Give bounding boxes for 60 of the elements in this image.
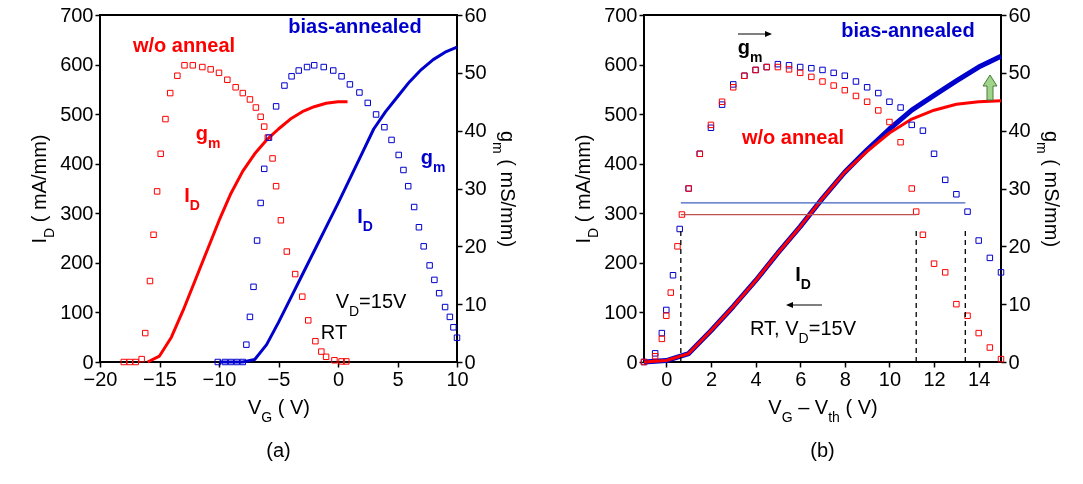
- y2-tick-label: 10: [464, 292, 487, 315]
- y-tick-label: 700: [60, 3, 94, 26]
- x-axis-title: V$_{G}$ – V$_{th}$ ( V): [768, 395, 878, 425]
- x-tick-label: 2: [705, 367, 717, 390]
- annotation: I$_{D}$: [184, 184, 200, 213]
- y-tick-label: 100: [604, 300, 638, 323]
- y2-tick-label: 0: [464, 350, 476, 373]
- y-tick-label: 0: [82, 350, 94, 373]
- y-tick-label: 500: [604, 102, 638, 125]
- x-tick-label: 0: [661, 367, 673, 390]
- annotation: w/o anneal: [131, 34, 236, 56]
- annotation: RT: [320, 321, 348, 343]
- y2-tick-label: 0: [1008, 350, 1020, 373]
- x-tick-label: −5: [267, 367, 291, 390]
- y-tick-label: 600: [604, 53, 638, 76]
- x-tick-label: 5: [392, 367, 404, 390]
- y2-tick-label: 20: [1008, 234, 1031, 257]
- y2-tick-label: 30: [1008, 177, 1031, 199]
- y2-tick-label: 40: [464, 119, 487, 142]
- y-tick-label: 600: [60, 53, 94, 76]
- annotation: w/o anneal: [740, 126, 845, 148]
- y-tick-label: 400: [604, 152, 638, 175]
- y2-tick-label: 30: [464, 177, 487, 199]
- y2-tick-label: 50: [464, 61, 487, 84]
- y2-tick-label: 40: [1008, 119, 1031, 142]
- annotation: V$_{D}$=15V: [335, 290, 408, 319]
- annotation: I$_{D}$: [795, 263, 811, 292]
- x-tick-label: 4: [750, 367, 762, 390]
- y2-tick-label: 10: [1008, 292, 1031, 315]
- y2-tick-label: 20: [464, 234, 487, 257]
- y-tick-label: 300: [604, 201, 638, 224]
- y-tick-label: 700: [604, 3, 638, 26]
- y-tick-label: 500: [60, 102, 94, 125]
- x-tick-label: 8: [839, 367, 851, 390]
- annotation: g$_{m}$: [195, 122, 221, 151]
- y-tick-label: 300: [60, 201, 94, 224]
- y-tick-label: 0: [626, 350, 638, 373]
- annotation: bias-annealed: [288, 15, 422, 37]
- text: (b): [810, 439, 835, 461]
- y-tick-label: 100: [60, 300, 94, 323]
- text: (a): [266, 439, 291, 461]
- x-tick-label: 6: [795, 367, 807, 390]
- annotation: g$_{m}$: [737, 36, 763, 65]
- y-tick-label: 200: [60, 251, 94, 274]
- x-tick-label: −15: [143, 367, 177, 390]
- annotation: RT, V$_{D}$=15V: [750, 317, 857, 346]
- y2-tick-label: 50: [1008, 61, 1031, 84]
- annotation: g$_{m}$: [420, 146, 446, 175]
- y-tick-label: 200: [604, 251, 638, 274]
- y2-tick-label: 60: [464, 3, 487, 26]
- x-tick-label: 14: [968, 367, 991, 390]
- x-tick-label: −10: [202, 367, 237, 390]
- x-tick-label: 10: [878, 367, 902, 390]
- x-tick-label: 12: [923, 367, 946, 390]
- y-tick-label: 400: [60, 152, 94, 175]
- annotation: bias-annealed: [841, 19, 975, 41]
- annotation: I$_{D}$: [357, 205, 373, 234]
- x-tick-label: 0: [332, 367, 345, 390]
- y2-tick-label: 60: [1008, 3, 1031, 26]
- x-axis-title: V$_{G}$ ( V): [247, 395, 311, 425]
